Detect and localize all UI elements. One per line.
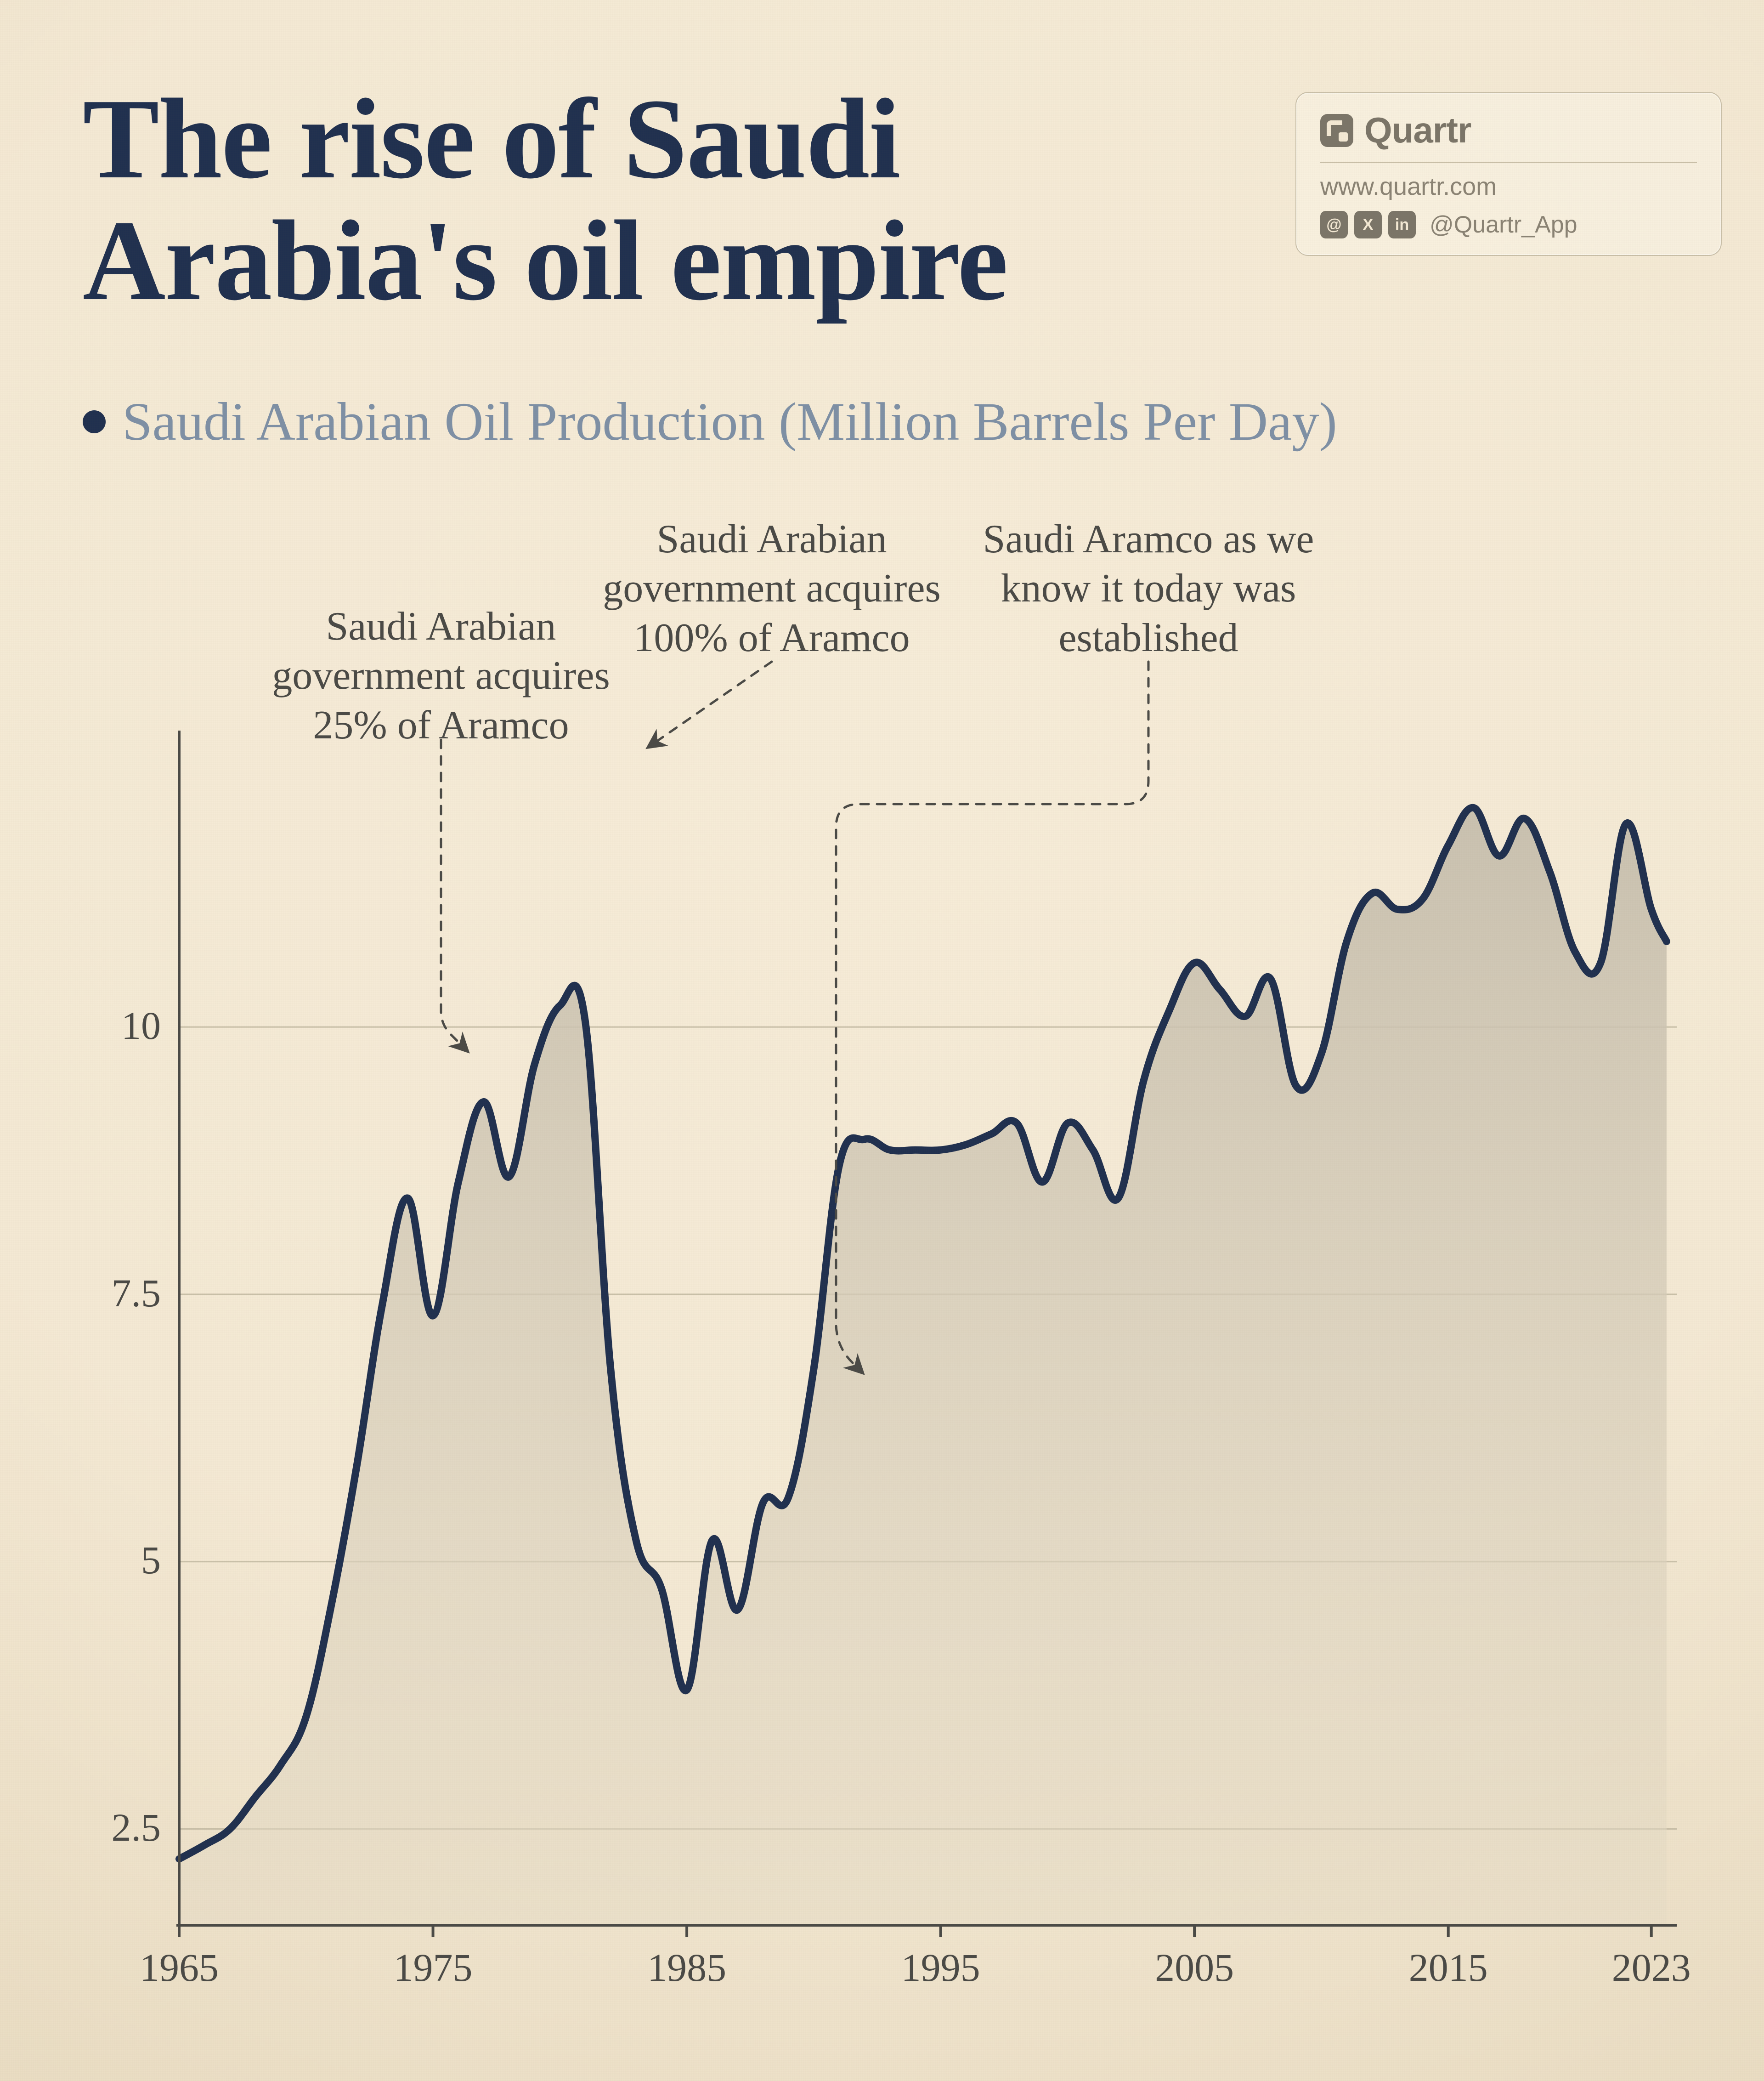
x-tick-label: 2005 [1148,1945,1240,1990]
y-tick-label: 5 [141,1537,161,1583]
y-tick-label: 2.5 [112,1804,161,1850]
chart-annotation: Saudi Aramco as we know it today was est… [919,515,1378,663]
y-tick-label: 7.5 [112,1270,161,1316]
x-tick-label: 2015 [1402,1945,1494,1990]
chart-area-fill [179,808,1667,1925]
x-tick-label: 2023 [1606,1945,1697,1990]
y-tick-label: 10 [121,1003,161,1049]
x-tick-label: 1985 [641,1945,733,1990]
x-tick-label: 1975 [387,1945,479,1990]
production-chart [0,0,1764,2081]
x-tick-label: 1965 [133,1945,225,1990]
x-tick-label: 1995 [895,1945,987,1990]
